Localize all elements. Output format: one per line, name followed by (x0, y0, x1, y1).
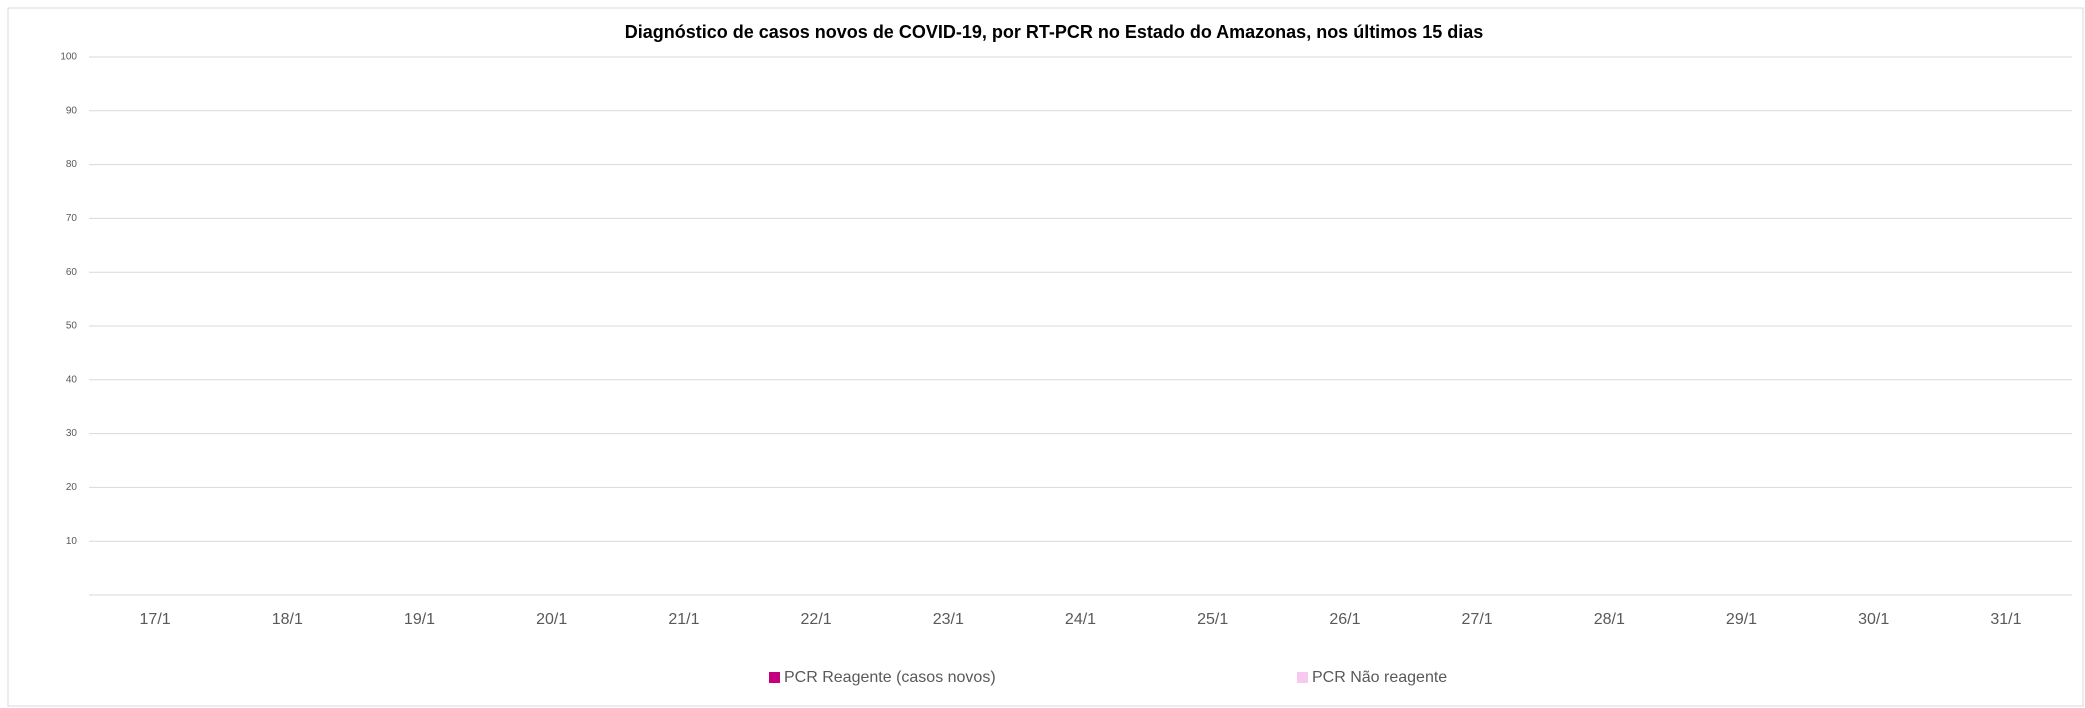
x-tick-label: 22/1 (801, 611, 832, 628)
y-tick-label: 10 (66, 536, 78, 547)
legend-label: PCR Reagente (casos novos) (784, 669, 996, 686)
y-tick-label: 60 (66, 267, 78, 278)
y-tick-label: 100 (60, 52, 77, 63)
x-tick-label: 23/1 (933, 611, 964, 628)
legend-label: PCR Não reagente (1312, 669, 1447, 686)
x-tick-label: 29/1 (1726, 611, 1757, 628)
y-tick-label: 80 (66, 159, 78, 170)
x-tick-label: 25/1 (1197, 611, 1228, 628)
y-tick-label: 20 (66, 482, 78, 493)
x-tick-label: 20/1 (536, 611, 567, 628)
x-tick-label: 17/1 (140, 611, 171, 628)
y-tick-label: 90 (66, 105, 78, 116)
x-tick-label: 19/1 (404, 611, 435, 628)
x-tick-label: 30/1 (1858, 611, 1889, 628)
y-tick-label: 50 (66, 321, 78, 332)
x-tick-label: 31/1 (1990, 611, 2021, 628)
x-tick-label: 27/1 (1462, 611, 1493, 628)
x-tick-label: 18/1 (272, 611, 303, 628)
chart-border (7, 7, 2084, 707)
legend-swatch (1297, 672, 1308, 683)
x-tick-label: 26/1 (1329, 611, 1360, 628)
x-tick-label: 28/1 (1594, 611, 1625, 628)
x-tick-label: 21/1 (668, 611, 699, 628)
chart-title: Diagnóstico de casos novos de COVID-19, … (625, 22, 1484, 42)
y-tick-label: 70 (66, 213, 78, 224)
legend-swatch (769, 672, 780, 683)
y-tick-label: 40 (66, 374, 78, 385)
x-tick-label: 24/1 (1065, 611, 1096, 628)
y-tick-label: 30 (66, 428, 78, 439)
